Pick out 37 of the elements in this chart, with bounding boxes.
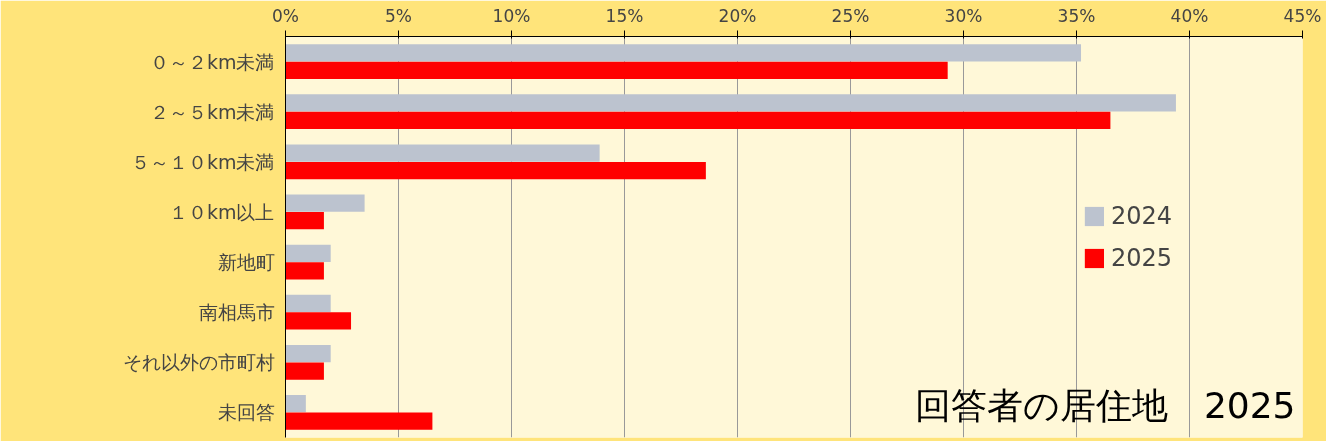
x-tick-label: 0% (272, 5, 299, 26)
y-tick-label: ２～５km未満 (149, 100, 275, 123)
bar (285, 194, 365, 212)
bar (285, 262, 324, 280)
bar (285, 344, 331, 363)
legend-label: 2025 (1110, 243, 1172, 272)
bar (285, 395, 306, 413)
bar (285, 212, 324, 230)
bar (285, 362, 324, 380)
x-tick-label: 45% (1283, 5, 1322, 26)
x-tick-label: 40% (1170, 5, 1209, 26)
bar (285, 111, 1111, 130)
y-tick-label: 南相馬市 (198, 301, 275, 324)
bar (285, 312, 352, 330)
bar (285, 161, 706, 180)
x-tick-label: 20% (718, 5, 757, 26)
x-tick-label: 10% (492, 5, 531, 26)
y-tick-label: それ以外の市町村 (122, 351, 275, 374)
y-tick-label: 新地町 (217, 251, 275, 274)
bar (285, 294, 331, 313)
y-tick-label: ５～１０km未満 (130, 150, 275, 173)
bar (285, 61, 948, 79)
y-tick-label: 未回答 (217, 401, 275, 424)
legend-label: 2024 (1110, 201, 1172, 230)
x-tick-label: 35% (1057, 5, 1096, 26)
bar (285, 94, 1176, 112)
bar (285, 412, 433, 430)
x-tick-label: 5% (385, 5, 412, 26)
bar (285, 144, 600, 162)
bar (285, 44, 1082, 62)
x-tick-label: 25% (831, 5, 870, 26)
text: 回答者の居住地 2025 (914, 384, 1296, 426)
y-tick-label: １０km以上 (168, 200, 275, 223)
bar (285, 244, 331, 262)
y-tick-label: ０～２km未満 (149, 50, 275, 73)
x-tick-label: 15% (605, 5, 644, 26)
x-tick-label: 30% (944, 5, 983, 26)
